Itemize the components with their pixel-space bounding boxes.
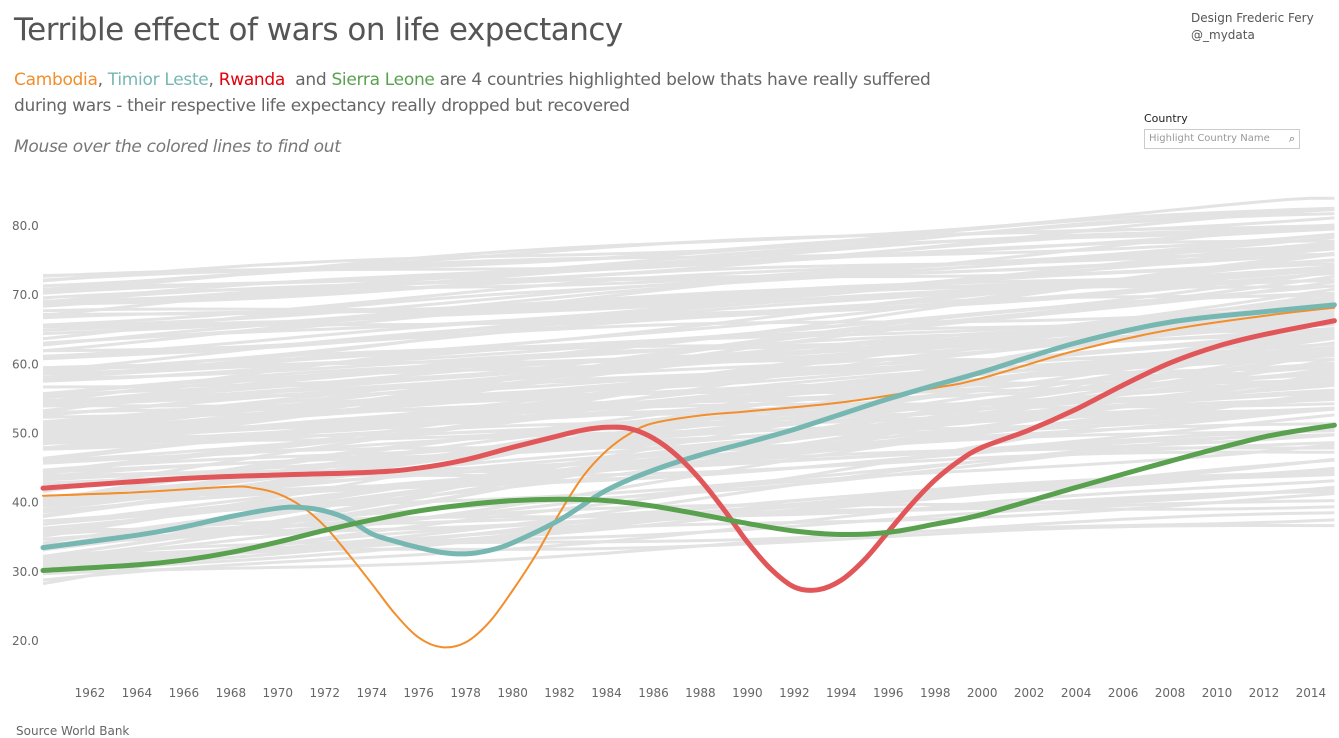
background-country-line[interactable] <box>42 443 1335 546</box>
background-country-line[interactable] <box>42 397 1335 451</box>
x-tick-label: 2002 <box>1014 686 1045 700</box>
background-country-line[interactable] <box>42 247 1335 328</box>
x-tick-label: 2012 <box>1249 686 1280 700</box>
background-country-line[interactable] <box>42 244 1335 308</box>
x-tick-label: 1982 <box>544 686 575 700</box>
x-tick-label: 1984 <box>591 686 622 700</box>
background-country-line[interactable] <box>42 316 1335 424</box>
x-tick-label: 1964 <box>122 686 153 700</box>
background-country-line[interactable] <box>42 422 1335 465</box>
credit: Design Frederic Fery @_mydata <box>1191 10 1314 44</box>
subtitle: Cambodia, Timior Leste, Rwanda and Sierr… <box>14 67 944 119</box>
y-tick-label: 60.0 <box>12 357 39 371</box>
x-tick-label: 2014 <box>1296 686 1327 700</box>
background-country-line[interactable] <box>42 390 1335 564</box>
x-tick-label: 1994 <box>826 686 857 700</box>
x-tick-label: 1978 <box>450 686 481 700</box>
x-tick-label: 1966 <box>169 686 200 700</box>
country-filter-label: Country <box>1144 112 1188 125</box>
x-tick-label: 1968 <box>216 686 247 700</box>
x-tick-label: 1976 <box>403 686 434 700</box>
background-country-line[interactable] <box>42 433 1335 508</box>
background-country-line[interactable] <box>42 226 1335 291</box>
background-country-line[interactable] <box>42 407 1335 480</box>
series-line-cambodia[interactable] <box>42 306 1336 649</box>
y-tick-label: 30.0 <box>12 565 39 579</box>
background-country-line[interactable] <box>42 297 1335 474</box>
y-tick-label: 20.0 <box>12 634 39 648</box>
credit-handle: @_mydata <box>1191 28 1255 42</box>
background-country-line[interactable] <box>42 251 1335 404</box>
label-cambodia: Cambodia <box>14 70 98 90</box>
background-country-line[interactable] <box>42 274 1335 437</box>
background-country-line[interactable] <box>42 351 1335 402</box>
x-tick-label: 1980 <box>497 686 528 700</box>
y-tick-label: 70.0 <box>12 288 39 302</box>
series-line-timior-leste[interactable] <box>40 302 1337 557</box>
background-country-line[interactable] <box>42 212 1335 283</box>
and: and <box>285 70 332 90</box>
x-tick-label: 1988 <box>685 686 716 700</box>
x-tick-label: 1972 <box>309 686 340 700</box>
x-tick-label: 1986 <box>638 686 669 700</box>
label-rwanda: Rwanda <box>218 70 286 90</box>
background-country-line[interactable] <box>42 232 1335 303</box>
x-tick-label: 1974 <box>356 686 387 700</box>
search-placeholder: Highlight Country Name <box>1149 133 1270 144</box>
background-country-line[interactable] <box>42 284 1335 313</box>
x-tick-label: 2000 <box>967 686 998 700</box>
y-tick-label: 50.0 <box>12 426 39 440</box>
sep: , <box>97 70 108 90</box>
x-tick-label: 2010 <box>1202 686 1233 700</box>
sep: , <box>208 70 219 90</box>
label-sierra-leone: Sierra Leone <box>331 70 435 90</box>
y-tick-label: 80.0 <box>12 219 39 233</box>
background-country-line[interactable] <box>42 441 1335 526</box>
background-country-line[interactable] <box>42 357 1335 435</box>
source-note: Source World Bank <box>16 724 130 738</box>
background-country-line[interactable] <box>42 470 1335 568</box>
subtitle-rest: are 4 countries highlighted below thats … <box>14 70 931 116</box>
background-country-line[interactable] <box>42 381 1335 444</box>
search-icon: ⌕ <box>1288 132 1295 145</box>
y-tick-label: 40.0 <box>12 496 39 510</box>
page-title: Terrible effect of wars on life expectan… <box>14 12 623 48</box>
hint-text: Mouse over the colored lines to find out <box>14 137 341 157</box>
label-timor: Timior Leste <box>107 70 209 90</box>
x-tick-label: 1962 <box>75 686 106 700</box>
x-tick-label: 1998 <box>920 686 951 700</box>
credit-author: Design Frederic Fery <box>1191 11 1314 25</box>
x-tick-label: 2004 <box>1061 686 1092 700</box>
background-country-line[interactable] <box>42 271 1335 359</box>
background-country-line[interactable] <box>42 292 1335 446</box>
background-country-line[interactable] <box>42 235 1335 345</box>
x-tick-label: 1996 <box>873 686 904 700</box>
background-country-line[interactable] <box>42 244 1335 306</box>
x-tick-label: 2008 <box>1155 686 1186 700</box>
x-tick-label: 1990 <box>732 686 763 700</box>
background-country-line[interactable] <box>42 294 1335 332</box>
x-tick-label: 1970 <box>263 686 294 700</box>
background-country-line[interactable] <box>42 390 1335 507</box>
x-tick-label: 2006 <box>1108 686 1139 700</box>
country-search-input[interactable]: Highlight Country Name ⌕ <box>1144 129 1300 149</box>
background-country-line[interactable] <box>42 295 1335 462</box>
series-line-rwanda[interactable] <box>40 318 1337 593</box>
series-line-sierra-leone[interactable] <box>40 422 1337 573</box>
x-tick-label: 1992 <box>779 686 810 700</box>
